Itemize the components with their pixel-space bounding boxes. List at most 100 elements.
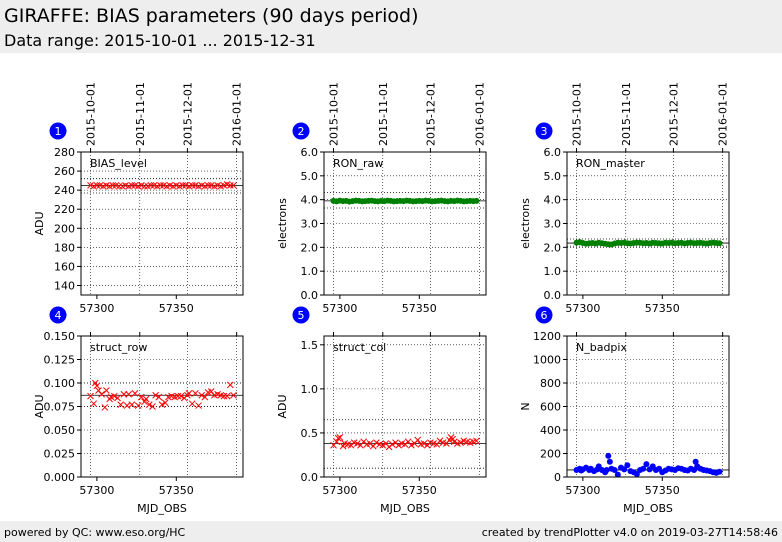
- chart-5-badge: [292, 306, 310, 324]
- chart-4-xtick-label-0: 57300: [79, 484, 114, 497]
- chart-6-xtick-label-0: 57300: [565, 484, 600, 497]
- chart-3-point-45: [716, 240, 723, 247]
- chart-5-point-20: [388, 441, 396, 448]
- chart-4-point-26: [158, 401, 166, 408]
- chart-2-point-45: [473, 197, 480, 204]
- chart-2-ytick-label-4: 4.0: [301, 194, 319, 207]
- chart-6-ylabel: N: [519, 402, 532, 410]
- chart-5-badge-label: 5: [298, 309, 305, 322]
- chart-5-ytick-label-2: 1.0: [301, 383, 319, 396]
- chart-1-point-19: [147, 182, 155, 189]
- chart-3-xtick-label-0: 57300: [565, 302, 600, 315]
- chart-4-point-38: [195, 402, 202, 409]
- chart-1-point-13: [128, 182, 136, 189]
- chart-4-point-31: [174, 392, 182, 400]
- chart-5-point-26: [407, 441, 415, 449]
- chart-1-series-label: BIAS_level: [90, 157, 147, 170]
- chart-1-point-2: [93, 182, 101, 189]
- chart-4-ytick-label-1: 0.025: [44, 448, 76, 461]
- chart-2-series-label: RON_raw: [333, 157, 383, 170]
- chart-6-xlabel: MJD_OBS: [623, 502, 673, 515]
- chart-4-point-17: [131, 389, 139, 397]
- chart-1-ytick-label-7: 280: [54, 146, 75, 159]
- chart-6-point-26: [643, 461, 650, 468]
- chart-4-point-3: [93, 382, 101, 390]
- chart-4-point-49: [230, 391, 237, 399]
- chart-2-date-label-1: 2015-11-01: [377, 82, 390, 146]
- chart-3-ytick-label-5: 5.0: [544, 170, 562, 183]
- chart-4-point-1: [90, 400, 98, 408]
- chart-1-ytick-label-4: 220: [54, 203, 75, 216]
- chart-3-date-label-3: 2016-01-01: [717, 82, 730, 146]
- header: GIRAFFE: BIAS parameters (90 days period…: [0, 0, 782, 53]
- footer: powered by QC: www.eso.org/HC created by…: [0, 521, 782, 542]
- chart-5-xlabel: MJD_OBS: [380, 502, 430, 515]
- chart-6-point-13: [605, 452, 612, 459]
- chart-1-point-44: [226, 182, 234, 189]
- chart-6-point-17: [614, 471, 621, 478]
- chart-3-date-label-2: 2015-12-01: [667, 82, 680, 146]
- chart-1-ytick-label-5: 240: [54, 184, 75, 197]
- chart-1-ytick-label-0: 140: [54, 279, 75, 292]
- chart-1-plot-area: [81, 152, 243, 295]
- chart-3-ylabel: electrons: [519, 198, 532, 249]
- chart-1-point-7: [109, 182, 117, 189]
- chart-2-ylabel: electrons: [276, 198, 289, 249]
- chart-6-point-50: [716, 468, 723, 475]
- chart-2-ytick-label-0: 0.0: [301, 289, 319, 302]
- chart-3-badge-label: 3: [541, 125, 548, 138]
- chart-1-point-45: [230, 182, 237, 189]
- chart-6-xtick-label-1: 57350: [645, 484, 680, 497]
- chart-1-date-label-3: 2016-01-01: [231, 82, 244, 146]
- chart-1-xtick-label-0: 57300: [79, 302, 114, 315]
- chart-1-badge-label: 1: [55, 125, 62, 138]
- chart-1-point-9: [115, 182, 123, 190]
- chart-1-badge: [49, 122, 67, 140]
- chart-5-xtick-label-1: 57350: [402, 484, 437, 497]
- chart-3-xtick-label-1: 57350: [645, 302, 680, 315]
- chart-4-ytick-label-0: 0.000: [44, 471, 76, 484]
- chart-2-xtick-label-1: 57350: [402, 302, 437, 315]
- chart-3-ytick-label-0: 0.0: [544, 289, 562, 302]
- chart-4-ytick-label-4: 0.100: [44, 377, 76, 390]
- chart-4-point-13: [120, 390, 128, 398]
- chart-4-point-22: [145, 401, 153, 408]
- page-subtitle: Data range: 2015-10-01 ... 2015-12-31: [4, 31, 316, 50]
- chart-3-ytick-label-3: 3.0: [544, 218, 562, 231]
- chart-5-point-3: [336, 433, 344, 441]
- chart-2-xtick-label-0: 57300: [322, 302, 357, 315]
- chart-6-point-16: [611, 466, 618, 473]
- chart-4-point-48: [226, 381, 234, 389]
- chart-4-point-15: [125, 390, 133, 398]
- chart-1-date-label-0: 2015-10-01: [85, 82, 98, 146]
- chart-2-ytick-label-6: 6.0: [301, 146, 319, 159]
- chart-5-point-15: [373, 439, 380, 446]
- chart-3-badge: [535, 122, 553, 140]
- chart-4-point-39: [198, 391, 206, 399]
- chart-2-date-label-2: 2015-12-01: [424, 82, 437, 146]
- chart-3-ytick-label-2: 2.0: [544, 241, 562, 254]
- chart-5-point-41: [450, 438, 458, 446]
- chart-4-xtick-label-1: 57350: [159, 484, 194, 497]
- chart-4-badge-label: 4: [55, 309, 62, 322]
- chart-6-series-label: N_badpix: [576, 341, 627, 354]
- chart-4-point-21: [142, 395, 150, 403]
- chart-2-date-label-3: 2016-01-01: [474, 82, 487, 146]
- chart-3-date-label-0: 2015-10-01: [571, 82, 584, 146]
- chart-6-point-12: [603, 466, 610, 473]
- chart-4-point-40: [201, 393, 209, 401]
- chart-1-point-32: [188, 182, 196, 189]
- chart-4-ylabel: ADU: [33, 394, 46, 418]
- chart-1-frame: [80, 151, 244, 296]
- footer-powered-by: powered by QC: www.eso.org/HC: [4, 526, 186, 539]
- chart-4-point-32: [177, 392, 185, 400]
- chart-5-point-43: [457, 439, 464, 446]
- chart-2-date-label-0: 2015-10-01: [328, 82, 341, 146]
- page-title: GIRAFFE: BIAS parameters (90 days period…: [4, 5, 419, 27]
- chart-1-point-29: [179, 182, 187, 189]
- chart-6-ytick-label-4: 800: [540, 377, 561, 390]
- chart-3-ytick-label-6: 6.0: [544, 146, 562, 159]
- chart-4-point-7: [103, 387, 110, 394]
- chart-4-point-10: [110, 392, 118, 400]
